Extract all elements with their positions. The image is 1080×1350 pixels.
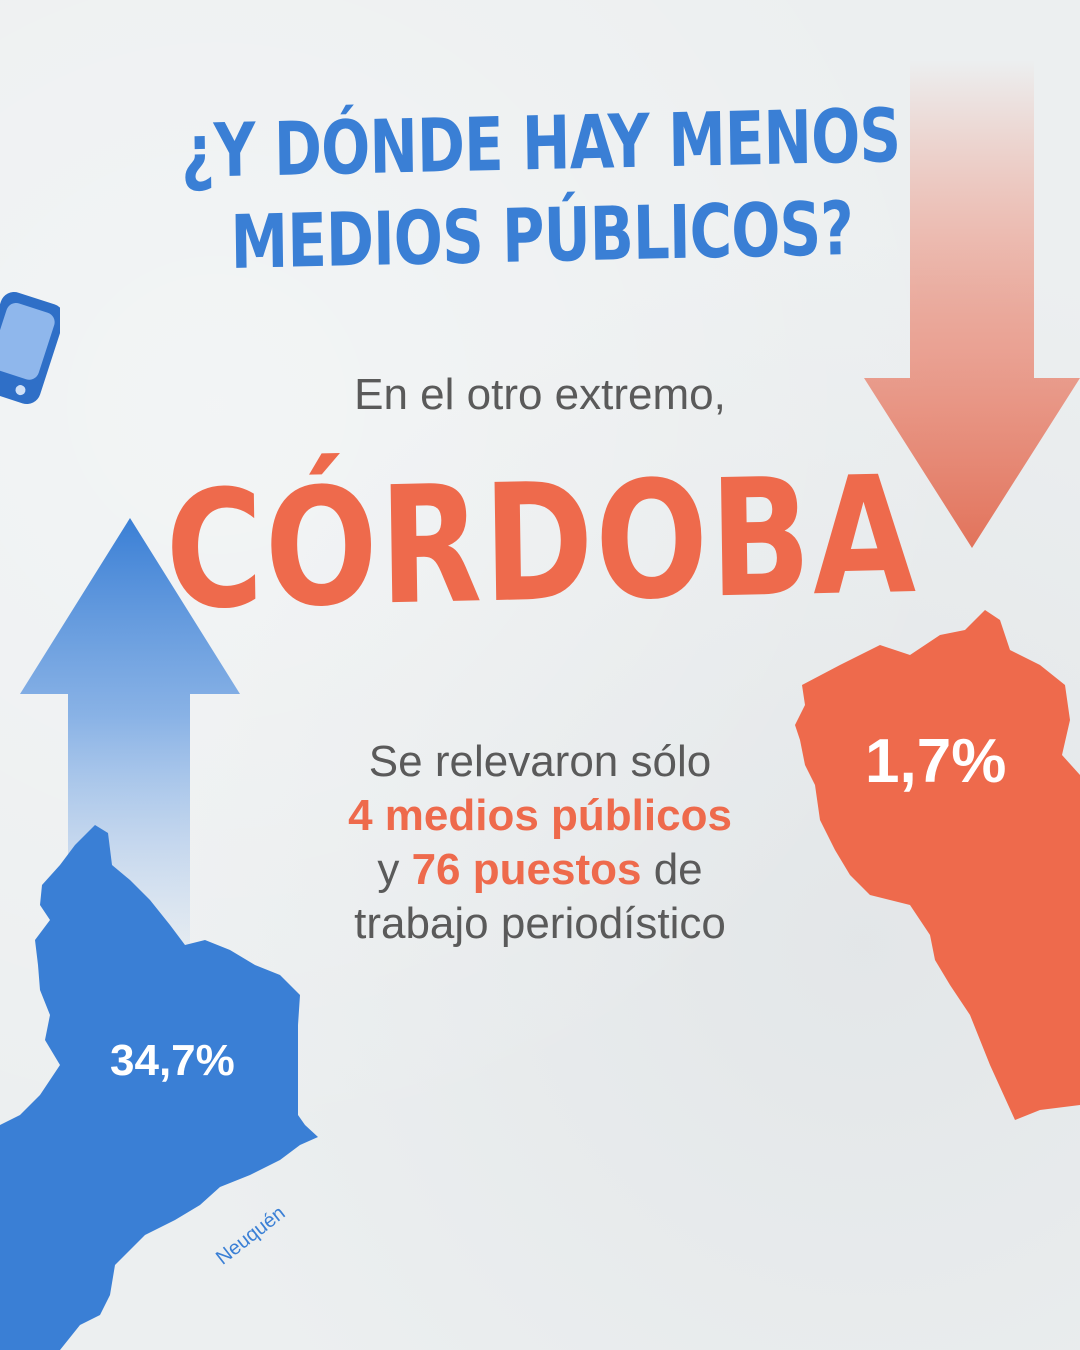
- tv-icon: [0, 292, 60, 405]
- intro-text: En el otro extremo,: [354, 370, 726, 419]
- body-line-4: trabajo periodístico: [354, 899, 726, 948]
- body-prefix-2: y: [377, 845, 400, 894]
- highlight-jobs-count: 76 puestos: [411, 845, 642, 894]
- page-title: ¿Y DÓNDE HAY MENOS MEDIOS PÚBLICOS?: [119, 89, 964, 292]
- title-line-2: MEDIOS PÚBLICOS?: [230, 186, 854, 286]
- body-text: Se relevaron sólo 4 medios públicos y 76…: [280, 735, 800, 951]
- cordoba-map: [795, 610, 1080, 1120]
- neuquen-map: [0, 825, 318, 1350]
- body-line-1: Se relevaron sólo: [368, 737, 712, 786]
- cordoba-percent: 1,7%: [865, 727, 1007, 796]
- arrow-down-icon: [864, 60, 1080, 548]
- body-suffix-2: de: [653, 845, 703, 894]
- highlight-media-count: 4 medios públicos: [348, 791, 732, 840]
- neuquen-percent: 34,7%: [110, 1036, 235, 1085]
